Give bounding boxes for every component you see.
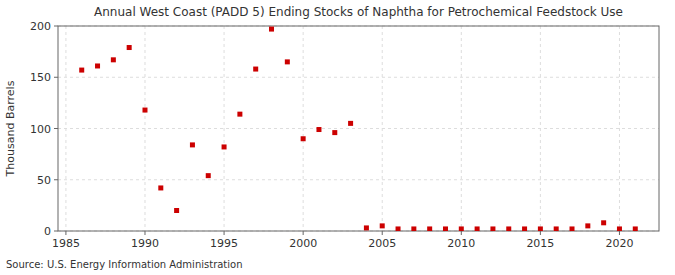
x-grid-line	[224, 26, 225, 231]
point	[95, 63, 100, 68]
point	[522, 226, 527, 231]
point	[396, 226, 401, 231]
point	[142, 108, 147, 113]
x-tick-label: 1995	[210, 237, 238, 250]
point	[601, 220, 606, 225]
point	[253, 67, 258, 72]
x-tick	[461, 231, 462, 235]
y-tick-label: 100	[30, 123, 51, 136]
point	[490, 226, 495, 231]
point	[316, 127, 321, 132]
point	[222, 144, 227, 149]
y-tick	[54, 179, 58, 180]
point	[79, 68, 84, 73]
point	[111, 57, 116, 62]
point	[459, 226, 464, 231]
point	[427, 226, 432, 231]
axes: 1985 1990 1995 2000 2005 2010 2015 2020 0 50 100 15…	[30, 20, 633, 250]
x-grid-line	[619, 26, 620, 231]
x-tick	[540, 231, 541, 235]
x-tick	[382, 231, 383, 235]
y-tick	[54, 77, 58, 78]
grid	[58, 26, 659, 231]
chart-container: 1985 1990 1995 2000 2005 2010 2015 2020 0 50 100 15…	[0, 0, 675, 275]
x-tick-label: 2010	[447, 237, 475, 250]
point	[380, 223, 385, 228]
points	[79, 27, 638, 231]
point	[206, 173, 211, 178]
y-tick-label: 0	[44, 225, 51, 238]
y-tick	[54, 231, 58, 232]
x-tick	[224, 231, 225, 235]
point	[190, 142, 195, 147]
x-grid-line	[303, 26, 304, 231]
point	[411, 226, 416, 231]
y-axis-label: Thousand Barrels	[4, 80, 17, 177]
point	[237, 112, 242, 117]
point	[475, 226, 480, 231]
y-grid-line	[58, 128, 659, 129]
point	[633, 226, 638, 231]
y-tick-label: 50	[37, 174, 51, 187]
x-tick-label: 2020	[605, 237, 633, 250]
point	[158, 185, 163, 190]
point	[538, 226, 543, 231]
y-tick-label: 200	[30, 20, 51, 33]
x-tick-label: 1985	[52, 237, 80, 250]
point	[364, 225, 369, 230]
point	[348, 121, 353, 126]
point	[506, 226, 511, 231]
point	[269, 27, 274, 32]
point	[285, 59, 290, 64]
point	[127, 45, 132, 50]
point	[554, 226, 559, 231]
x-tick	[619, 231, 620, 235]
y-grid-line	[58, 179, 659, 180]
x-tick-label: 1990	[131, 237, 159, 250]
y-tick	[54, 128, 58, 129]
point	[174, 208, 179, 213]
x-tick-label: 2005	[368, 237, 396, 250]
x-tick	[144, 231, 145, 235]
point	[617, 226, 622, 231]
source-note: Source: U.S. Energy Information Administ…	[6, 259, 243, 270]
y-tick-label: 150	[30, 71, 51, 84]
x-tick	[65, 231, 66, 235]
x-tick	[303, 231, 304, 235]
point	[585, 223, 590, 228]
point	[301, 136, 306, 141]
y-tick	[54, 26, 58, 27]
point	[443, 226, 448, 231]
chart: 1985 1990 1995 2000 2005 2010 2015 2020 0 50 100 15…	[0, 0, 675, 275]
point	[332, 130, 337, 135]
x-tick-label: 2000	[289, 237, 317, 250]
title: Annual West Coast (PADD 5) Ending Stocks…	[94, 5, 623, 19]
x-tick-label: 2015	[526, 237, 554, 250]
point	[570, 226, 575, 231]
y-grid-line	[58, 77, 659, 78]
plot-background	[58, 26, 659, 231]
plot-frame	[58, 26, 659, 231]
